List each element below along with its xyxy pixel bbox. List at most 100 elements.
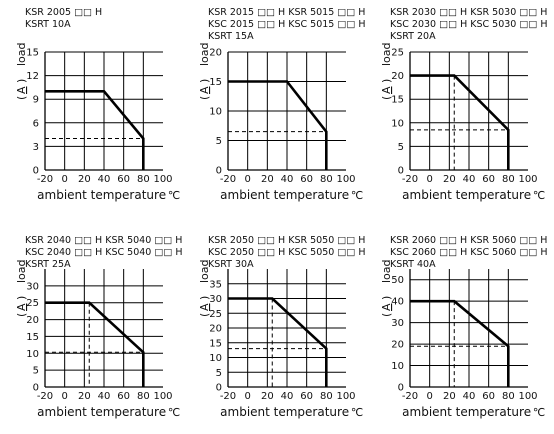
x-tick-label: -20 [220, 391, 236, 402]
x-axis-unit: ℃ [351, 189, 363, 202]
x-tick-label: 20 [443, 174, 456, 185]
x-tick-label: 60 [117, 391, 130, 402]
y-tick-label: 35 [209, 279, 222, 290]
chart-header-line: KSC 2050 □□ H KSC 5050 □□ H [208, 247, 365, 258]
x-tick-label: 60 [482, 174, 495, 185]
x-tick-label: 0 [426, 174, 432, 185]
chart-header-line: KSR 2040 □□ H KSR 5040 □□ H [25, 235, 182, 246]
x-tick-label: 0 [244, 391, 250, 402]
y-tick-label: 12 [26, 71, 39, 82]
y-tick-label: 10 [391, 118, 404, 129]
x-tick-label: -20 [37, 174, 53, 185]
chart-header-line: KSC 2015 □□ H KSC 5015 □□ H [208, 19, 365, 30]
x-axis-unit: ℃ [168, 406, 180, 419]
chart-header-line: KSRT 20A [390, 31, 436, 42]
y-axis-label-group: load (A) [380, 42, 393, 100]
y-tick-label: 5 [216, 136, 222, 147]
x-tick-label: 20 [78, 391, 91, 402]
y-axis-label: load [15, 42, 28, 66]
x-axis-label: ambient temperature [402, 188, 531, 202]
y-tick-label: 0 [216, 383, 222, 394]
y-axis-unit: A [380, 303, 393, 311]
y-tick-label: 25 [391, 48, 404, 59]
y-tick-label: 5 [398, 142, 404, 153]
x-axis-unit: ℃ [533, 189, 545, 202]
x-tick-label: 80 [320, 174, 333, 185]
derating-curve [410, 299, 510, 387]
y-tick-label: 20 [26, 315, 39, 326]
y-tick-label: 0 [33, 166, 39, 177]
chart-header-line: KSR 2050 □□ H KSR 5050 □□ H [208, 235, 365, 246]
y-unit-paren-close: ) [380, 296, 393, 300]
y-tick-label: 10 [391, 361, 404, 372]
x-axis-unit: ℃ [168, 189, 180, 202]
y-tick-label: 20 [209, 48, 222, 59]
y-unit-paren-close: ) [198, 296, 211, 300]
chart-header-line: KSR 2005 □□ H [25, 7, 102, 18]
x-tick-label: 100 [336, 174, 355, 185]
y-axis-label: load [380, 259, 393, 283]
y-unit-paren-close: ) [198, 79, 211, 83]
y-tick-label: 10 [26, 349, 39, 360]
y-axis-label-group: load (A) [198, 42, 211, 100]
y-tick-label: 25 [209, 309, 222, 320]
x-axis-unit: ℃ [533, 406, 545, 419]
y-tick-label: 30 [391, 318, 404, 329]
x-tick-label: 40 [281, 174, 294, 185]
derating-curve [45, 301, 145, 387]
x-tick-label: 80 [137, 174, 150, 185]
x-tick-label: 40 [98, 174, 111, 185]
y-axis-label-group: load (A) [380, 259, 393, 317]
x-tick-label: -20 [402, 174, 418, 185]
x-tick-label: -20 [220, 174, 236, 185]
x-tick-label: 20 [78, 174, 91, 185]
chart-header-line: KSC 2040 □□ H KSC 5040 □□ H [25, 247, 182, 258]
x-tick-label: 100 [518, 174, 537, 185]
y-axis-label-group: load (A) [15, 259, 28, 317]
y-tick-label: 0 [216, 166, 222, 177]
x-tick-label: 40 [281, 391, 294, 402]
y-unit-paren-open: ( [198, 313, 211, 317]
x-tick-label: -20 [37, 391, 53, 402]
x-axis-label: ambient temperature [37, 405, 166, 419]
x-tick-label: 100 [153, 391, 172, 402]
x-tick-label: 0 [61, 391, 67, 402]
x-tick-label: 100 [153, 174, 172, 185]
x-tick-label: 100 [336, 391, 355, 402]
y-axis-unit: A [198, 303, 211, 311]
x-tick-label: 100 [518, 391, 537, 402]
x-tick-label: 0 [244, 174, 250, 185]
chart-header-line: KSRT 25A [25, 259, 71, 270]
chart-header-line: KSRT 30A [208, 259, 254, 270]
chart-header-line: KSC 2060 □□ H KSC 5060 □□ H [390, 247, 547, 258]
x-tick-label: 40 [463, 391, 476, 402]
chart-header-line: KSR 2060 □□ H KSR 5060 □□ H [390, 235, 547, 246]
derating-curve [228, 80, 328, 170]
x-tick-label: 80 [502, 174, 515, 185]
y-axis-label: load [380, 42, 393, 66]
y-unit-paren-close: ) [15, 79, 28, 83]
x-axis-label: ambient temperature [37, 188, 166, 202]
chart-header-line: KSRT 15A [208, 31, 254, 42]
y-tick-label: 15 [209, 77, 222, 88]
y-tick-label: 10 [209, 107, 222, 118]
y-tick-label: 25 [26, 298, 39, 309]
y-tick-label: 0 [398, 383, 404, 394]
y-axis-unit: A [15, 86, 28, 94]
x-tick-label: 40 [463, 174, 476, 185]
y-tick-label: 20 [209, 324, 222, 335]
x-tick-label: 20 [261, 174, 274, 185]
y-unit-paren-close: ) [380, 79, 393, 83]
x-tick-label: 60 [300, 174, 313, 185]
chart-header-line: KSRT 10A [25, 19, 71, 30]
x-tick-label: 40 [98, 391, 111, 402]
y-tick-label: 15 [391, 95, 404, 106]
x-tick-label: 60 [482, 391, 495, 402]
y-axis-label-group: load (A) [198, 259, 211, 317]
x-tick-label: -20 [402, 391, 418, 402]
y-tick-label: 15 [26, 48, 39, 59]
